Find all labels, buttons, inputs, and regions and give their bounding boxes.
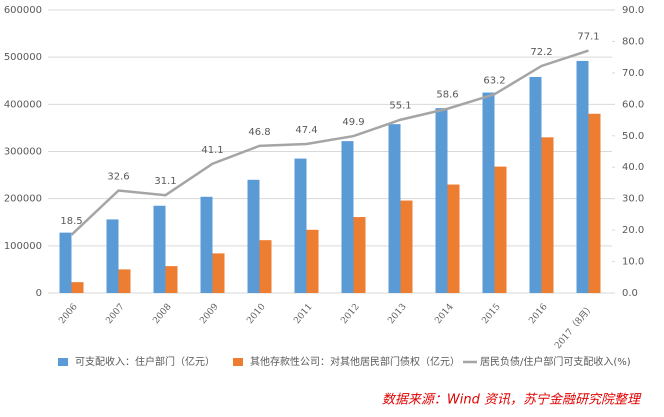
x-tick-label: 2006: [57, 302, 80, 326]
y-tick-label: 100000: [4, 241, 42, 252]
x-tick-label: 2015: [480, 302, 503, 326]
bar: [259, 240, 272, 293]
x-tick-label: 2011: [292, 302, 314, 326]
bar: [447, 184, 460, 293]
source-note: 数据来源：Wind 资讯，苏宁金融研究院整理: [382, 392, 642, 408]
data-label: 41.1: [201, 145, 223, 156]
bar: [388, 124, 401, 293]
bar: [106, 219, 119, 293]
x-tick-label: 2016: [527, 302, 550, 326]
data-label: 58.6: [436, 90, 458, 101]
y2-tick-label: 20.0: [622, 225, 644, 236]
bar: [400, 200, 413, 293]
bar: [59, 232, 72, 293]
data-label: 49.9: [342, 117, 364, 128]
legend-label: 可支配收入：住户部门（亿元）: [75, 355, 215, 368]
bar: [200, 196, 213, 293]
data-label: 55.1: [389, 101, 411, 112]
data-label: 31.1: [154, 176, 176, 187]
bar: [118, 269, 131, 293]
y2-tick-label: 0.0: [622, 288, 638, 299]
x-tick-label: 2012: [339, 302, 361, 326]
data-label: 63.2: [483, 75, 505, 86]
data-label: 46.8: [248, 127, 270, 138]
x-tick-label: 2008: [151, 302, 174, 326]
data-label: 47.4: [295, 125, 317, 136]
y-tick-label: 500000: [4, 52, 42, 63]
data-label: 32.6: [107, 171, 129, 182]
y2-tick-label: 70.0: [622, 68, 644, 79]
y2-tick-label: 80.0: [622, 36, 644, 47]
legend-swatch: [233, 358, 243, 366]
bar: [353, 217, 366, 293]
y2-tick-label: 90.0: [622, 5, 644, 16]
y2-tick-label: 30.0: [622, 194, 644, 205]
y-tick-label: 300000: [4, 147, 42, 158]
bar: [588, 113, 601, 294]
y2-tick-label: 40.0: [622, 162, 644, 173]
y-tick-label: 400000: [4, 99, 42, 110]
legend-swatch: [58, 358, 68, 366]
bar: [165, 266, 178, 293]
data-label: 72.2: [530, 47, 552, 58]
bar: [306, 229, 319, 293]
y2-tick-label: 10.0: [622, 257, 644, 268]
bar: [576, 60, 589, 293]
x-tick-label: 2017（8月）: [553, 301, 597, 351]
y-tick-label: 600000: [4, 5, 42, 16]
x-tick-label: 2014: [433, 302, 456, 326]
bar: [435, 108, 448, 294]
y2-tick-label: 60.0: [622, 99, 644, 110]
x-tick-label: 2007: [104, 302, 127, 326]
data-label: 18.5: [60, 216, 82, 227]
bar: [212, 253, 225, 293]
bar: [294, 158, 307, 293]
x-tick-label: 2013: [386, 302, 409, 326]
y-tick-label: 200000: [4, 194, 42, 205]
y2-tick-label: 50.0: [622, 131, 644, 142]
y-tick-label: 0: [36, 288, 42, 299]
bar: [529, 76, 542, 293]
legend-label: 其他存款性公司：对其他居民部门债权（亿元）: [250, 355, 460, 368]
bar: [71, 282, 84, 293]
bar: [541, 137, 554, 293]
bar: [482, 92, 495, 294]
bar: [247, 179, 260, 293]
x-tick-label: 2009: [198, 302, 221, 326]
bar: [494, 166, 507, 293]
legend-label: 居民负债/住户部门可支配收入(%): [480, 355, 631, 368]
line: [70, 49, 589, 236]
bar: [153, 205, 166, 293]
x-tick-label: 2010: [245, 302, 268, 326]
data-label: 77.1: [577, 32, 599, 43]
bar: [341, 141, 354, 293]
